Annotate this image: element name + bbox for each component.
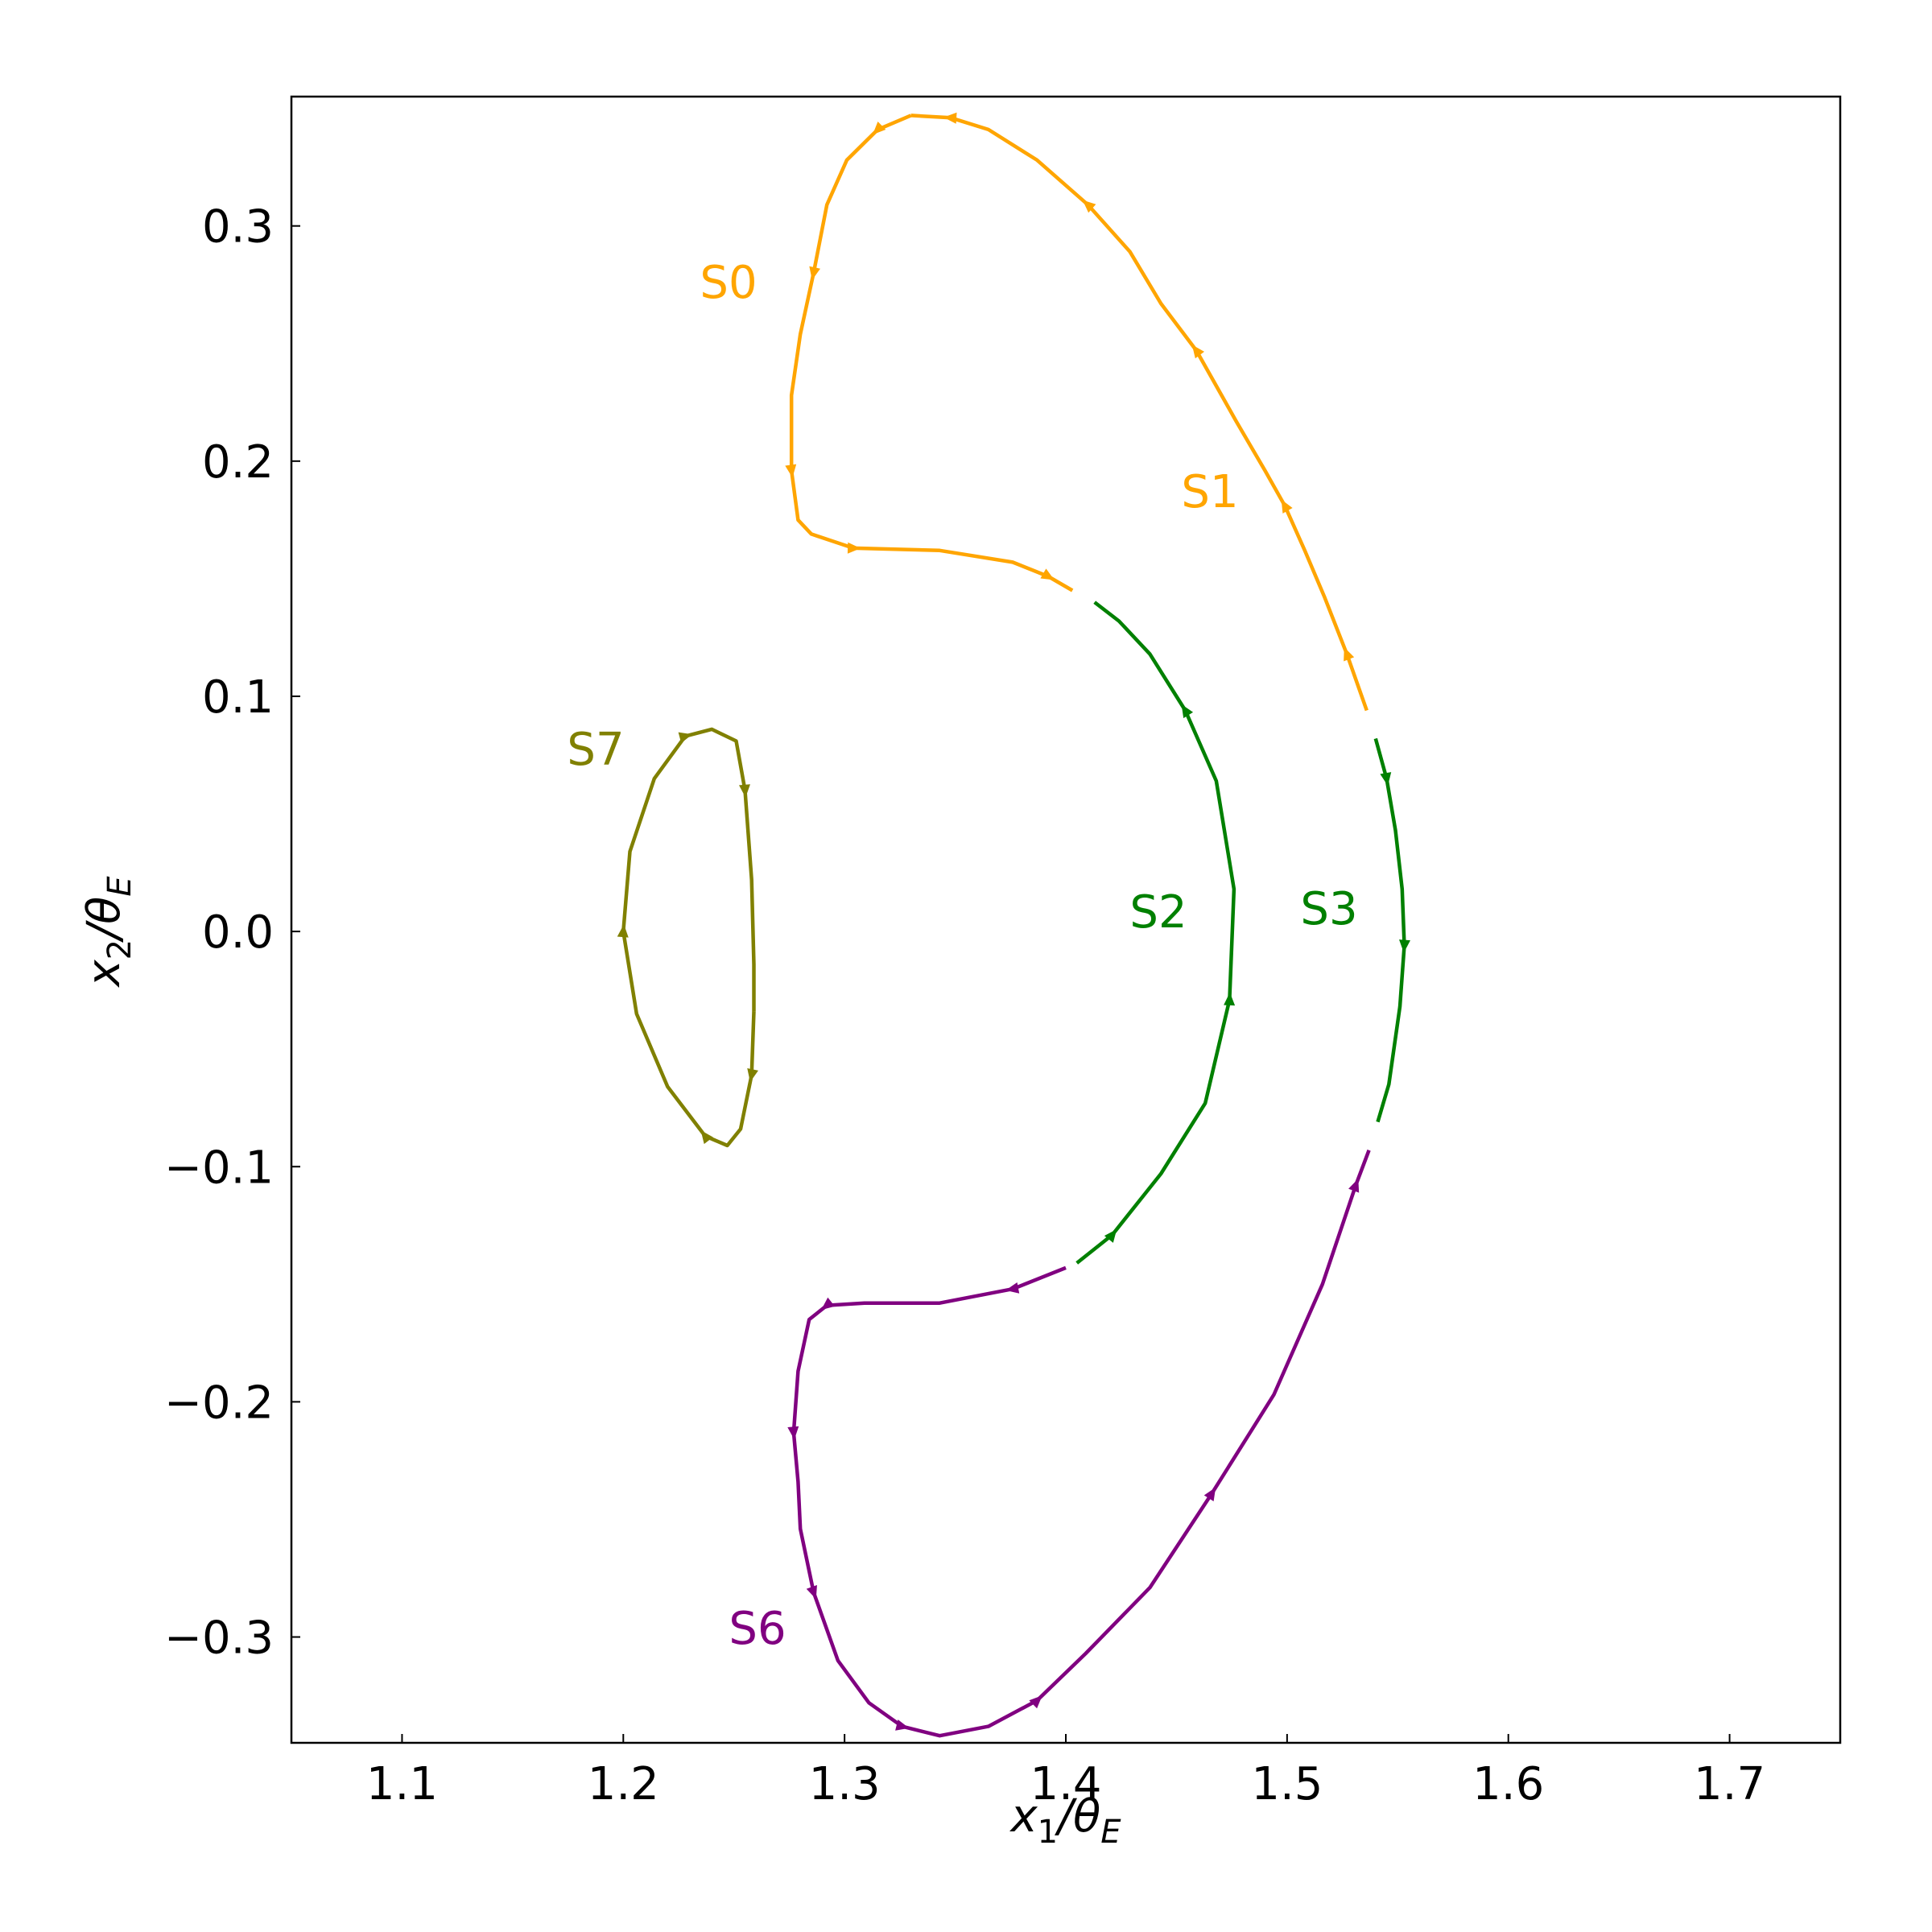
series-line [621,727,756,1148]
direction-arrow [1224,992,1236,1006]
direction-arrow [1005,1282,1020,1294]
series-label: S6 [729,1603,786,1655]
direction-arrow [895,1719,910,1731]
x-tick-label: 1.6 [1472,1758,1544,1810]
y-tick-label: 0.1 [202,671,274,724]
direction-arrow [617,924,629,938]
label-part: /θ [78,897,130,943]
direction-arrow [1344,647,1355,662]
direction-arrow [785,464,797,478]
y-tick-label: 0.3 [202,201,274,254]
direction-arrow [821,1297,836,1311]
subscript: E [101,876,138,897]
series-line [791,1150,1371,1738]
label-part: /θ [1054,1790,1100,1843]
x-tick-label: 1.1 [366,1758,438,1810]
y-tick-label: −0.2 [164,1377,274,1429]
direction-arrow [1348,1179,1360,1193]
label-part: x [78,960,130,989]
direction-arrow [943,112,957,124]
plot-frame [290,95,1842,1744]
direction-arrow [847,542,861,554]
x-tick-label: 1.3 [809,1758,881,1810]
x-tick-label: 1.7 [1694,1758,1765,1810]
direction-arrow [678,732,692,744]
series-label: S7 [567,724,624,776]
x-tick-label: 1.4 [1030,1758,1101,1810]
direction-arrow [739,784,750,798]
direction-arrow [700,1130,713,1145]
x-tick-label: 1.2 [588,1758,659,1810]
direction-arrow [872,122,886,135]
y-tick-label: 0.2 [202,436,274,489]
series-label: S2 [1129,886,1187,939]
direction-arrow [1281,499,1293,514]
subscript: 1 [1038,1814,1058,1851]
direction-arrow [806,1585,817,1600]
y-axis-label: x2/θE [78,876,138,989]
subscript: 2 [101,939,138,960]
series-line [1075,601,1236,1265]
direction-arrow [1040,568,1055,580]
direction-arrow [1203,1487,1216,1501]
direction-arrow [1380,772,1392,786]
y-tick-label: 0.0 [202,906,274,959]
direction-arrow [1104,1228,1117,1243]
subscript: E [1100,1814,1121,1851]
series-label: S0 [700,257,757,309]
series-label: S1 [1181,466,1238,518]
y-tick-label: −0.1 [164,1141,274,1194]
direction-arrow [747,1068,758,1083]
direction-arrow [1181,704,1194,719]
direction-arrow [1029,1695,1042,1709]
series-line [1373,737,1406,1123]
direction-arrow [1082,200,1096,213]
direction-arrow [809,266,821,280]
series-line [789,114,1074,592]
direction-arrow [787,1426,799,1440]
label-part: x [1009,1790,1038,1843]
direction-arrow [1191,345,1205,359]
direction-arrow [1399,939,1410,953]
x-axis-label: x1/θE [1009,1790,1121,1851]
series-label: S3 [1300,883,1357,935]
x-tick-label: 1.5 [1251,1758,1323,1810]
series-line [910,114,1368,712]
y-tick-label: −0.3 [164,1612,274,1665]
